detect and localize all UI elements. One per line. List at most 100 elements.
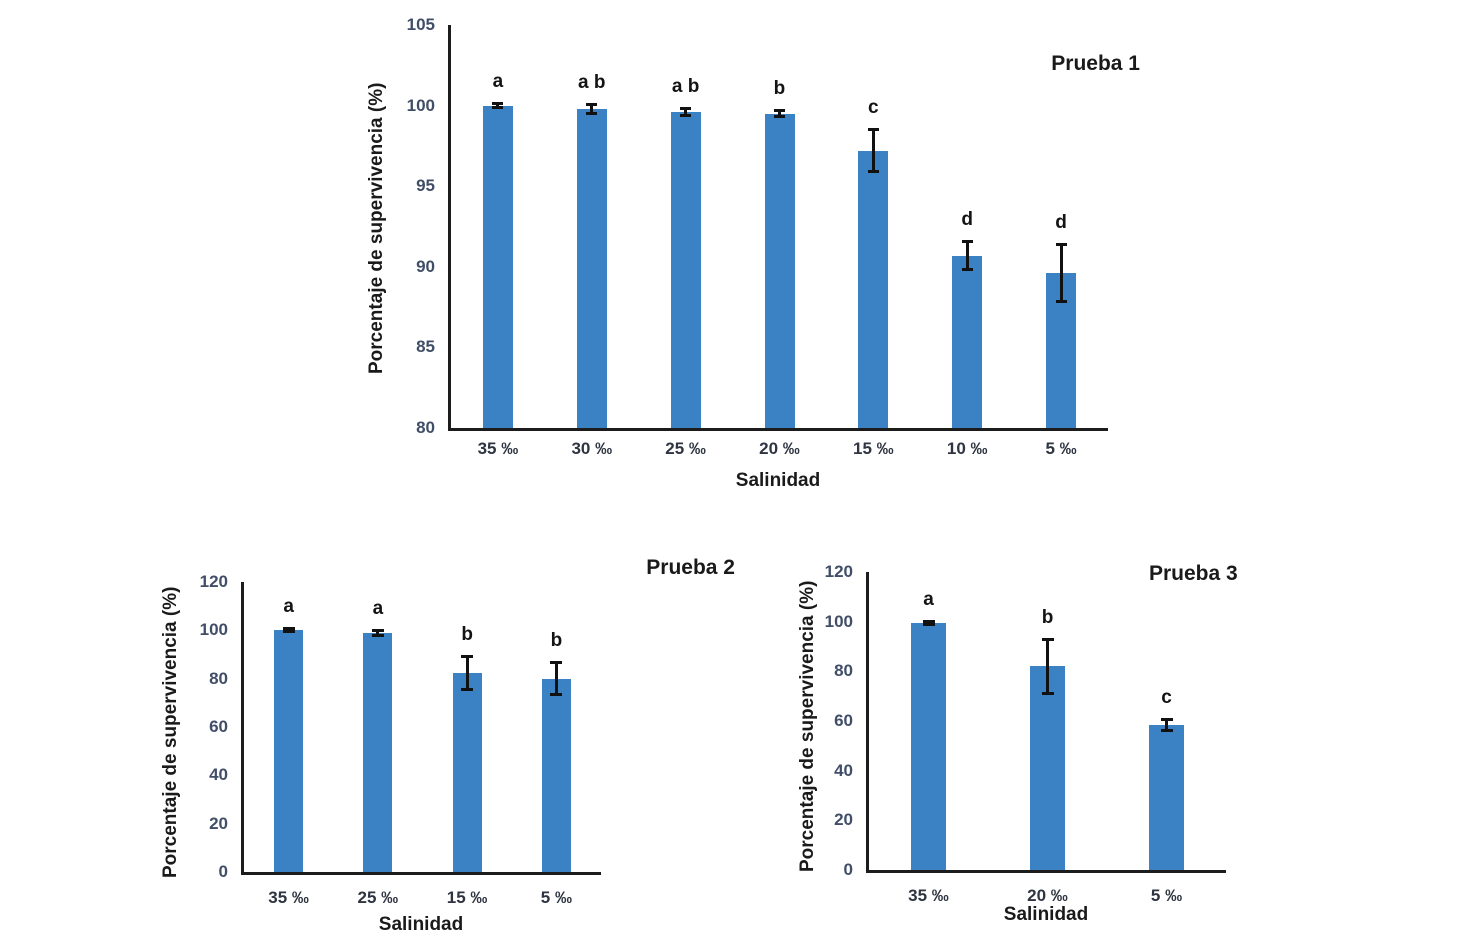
y-tick-label: 0 bbox=[843, 860, 853, 879]
y-tick-label: 80 bbox=[209, 668, 228, 688]
error-bar-stem bbox=[871, 128, 875, 173]
error-bar-cap-top bbox=[922, 619, 935, 623]
error-bar-cap-bottom bbox=[1041, 691, 1054, 695]
x-category-label: 35 ‰ bbox=[477, 439, 519, 458]
error-bar-stem bbox=[1046, 639, 1049, 694]
error-bar-cap-top bbox=[492, 102, 504, 106]
chart-title: Prueba 1 bbox=[1051, 52, 1140, 75]
y-tick-label: 20 bbox=[834, 810, 853, 830]
bar-20‰ bbox=[1030, 666, 1065, 870]
sig-letter: a bbox=[923, 588, 934, 610]
error-bar-cap-top bbox=[867, 127, 879, 131]
plot-area: 0 20 40 60 80 100 120 a 35 ‰ a 25 ‰ b 15 ‰ b 5 ‰ bbox=[200, 572, 601, 907]
error-bar-cap-bottom bbox=[961, 268, 973, 272]
bar-20‰ bbox=[764, 113, 795, 428]
bar-35‰ bbox=[911, 622, 946, 870]
x-category-label: 5 ‰ bbox=[540, 888, 572, 907]
x-category-label: 15 ‰ bbox=[853, 439, 894, 458]
error-bar-stem bbox=[1059, 244, 1063, 303]
sig-letter: d bbox=[1055, 212, 1067, 234]
error-bar-cap-top bbox=[774, 109, 785, 113]
error-bar-cap-bottom bbox=[774, 114, 785, 118]
sig-letter: d bbox=[961, 209, 973, 230]
error-bar-cap-top bbox=[371, 628, 384, 632]
sig-letter: a b bbox=[671, 76, 700, 98]
y-axis-title: Porcentaje de supervivencia (%) bbox=[366, 82, 387, 374]
x-category-label: 30 ‰ bbox=[571, 439, 613, 458]
y-tick-label: 100 bbox=[824, 611, 853, 631]
bar-15‰ bbox=[858, 150, 889, 428]
bar-10‰ bbox=[952, 255, 983, 428]
error-bar-cap-top bbox=[1160, 717, 1173, 721]
x-axis-title: Salinidad bbox=[1003, 904, 1089, 925]
y-tick-label: 100 bbox=[199, 620, 228, 640]
error-bar-cap-top bbox=[461, 654, 474, 658]
x-category-label: 20 ‰ bbox=[759, 439, 800, 458]
y-tick-label: 100 bbox=[406, 95, 435, 115]
x-category-label: 10 ‰ bbox=[946, 439, 988, 458]
error-bar-stem bbox=[1165, 718, 1168, 731]
sig-letter: b bbox=[1041, 607, 1054, 629]
error-bar-cap-bottom bbox=[680, 114, 692, 118]
y-tick-label: 60 bbox=[209, 717, 228, 736]
sig-letter: a bbox=[283, 596, 294, 618]
y-tick-label: 120 bbox=[199, 572, 228, 591]
bar-5‰ bbox=[1149, 724, 1184, 870]
y-tick-label: 85 bbox=[416, 337, 435, 357]
error-bar-cap-bottom bbox=[922, 622, 935, 626]
sig-letter: a b bbox=[578, 71, 606, 93]
sig-letter: b bbox=[550, 630, 563, 652]
bar-25‰ bbox=[363, 632, 393, 872]
bar-25‰ bbox=[670, 112, 701, 428]
error-bar-cap-top bbox=[550, 661, 563, 665]
y-tick-label: 95 bbox=[416, 176, 435, 196]
chart-prueba-3: Prueba 3 Porcentaje de supervivencia (%)… bbox=[775, 548, 1395, 948]
chart-title: Prueba 2 bbox=[646, 556, 735, 579]
sig-letter: a bbox=[372, 597, 384, 619]
x-category-label: 5 ‰ bbox=[1045, 439, 1077, 458]
error-bar-cap-top bbox=[1041, 638, 1054, 642]
error-bar-stem bbox=[465, 655, 469, 690]
error-bar-cap-bottom bbox=[1055, 300, 1067, 304]
bar-15‰ bbox=[452, 672, 482, 872]
error-bar-stem bbox=[684, 108, 688, 117]
x-category-label: 35 ‰ bbox=[268, 888, 309, 907]
error-bar-cap-bottom bbox=[461, 687, 474, 691]
x-category-label: 20 ‰ bbox=[1027, 886, 1068, 905]
plot-area: 80 85 90 95 100 105 a 35 ‰ a b 30 ‰ a b 25 ‰ b 20 ‰ c 1… bbox=[407, 15, 1108, 458]
sig-letter: c bbox=[868, 96, 879, 118]
x-axis-title: Salinidad bbox=[378, 914, 464, 935]
x-axis-title: Salinidad bbox=[735, 470, 821, 491]
y-tick-label: 60 bbox=[834, 711, 853, 730]
x-category-label: 35 ‰ bbox=[908, 886, 949, 905]
chart-title: Prueba 3 bbox=[1149, 562, 1238, 585]
y-tick-label: 0 bbox=[218, 862, 228, 881]
error-bar-stem bbox=[590, 103, 594, 114]
y-tick-label: 40 bbox=[834, 760, 853, 780]
error-bar-stem bbox=[778, 110, 781, 117]
sig-letter: c bbox=[1161, 686, 1172, 708]
y-tick-label: 120 bbox=[824, 562, 853, 581]
error-bar-cap-bottom bbox=[492, 106, 504, 110]
error-bar-stem bbox=[496, 103, 500, 108]
error-bar-cap-bottom bbox=[282, 630, 295, 634]
y-tick-label: 80 bbox=[834, 661, 853, 681]
sig-letter: b bbox=[773, 78, 786, 100]
y-tick-label: 105 bbox=[406, 15, 435, 34]
sig-letter: b bbox=[461, 623, 473, 645]
sig-letter: a bbox=[492, 71, 504, 93]
error-bar-cap-top bbox=[961, 240, 973, 243]
error-bar-cap-top bbox=[282, 627, 295, 631]
chart-prueba-2: Prueba 2 Porcentaje de supervivencia (%)… bbox=[135, 548, 745, 948]
error-bar-stem bbox=[965, 241, 969, 271]
chart-prueba-1: Prueba 1 Porcentaje de supervivencia (%)… bbox=[360, 8, 1150, 538]
bar-5‰ bbox=[541, 678, 571, 872]
y-tick-label: 40 bbox=[209, 765, 228, 785]
error-bar-cap-top bbox=[1055, 243, 1067, 247]
error-bar-cap-bottom bbox=[1160, 728, 1173, 732]
x-category-label: 25 ‰ bbox=[665, 439, 706, 458]
y-tick-label: 80 bbox=[416, 418, 435, 437]
error-bar-cap-bottom bbox=[586, 111, 598, 115]
bar-30‰ bbox=[576, 108, 607, 428]
